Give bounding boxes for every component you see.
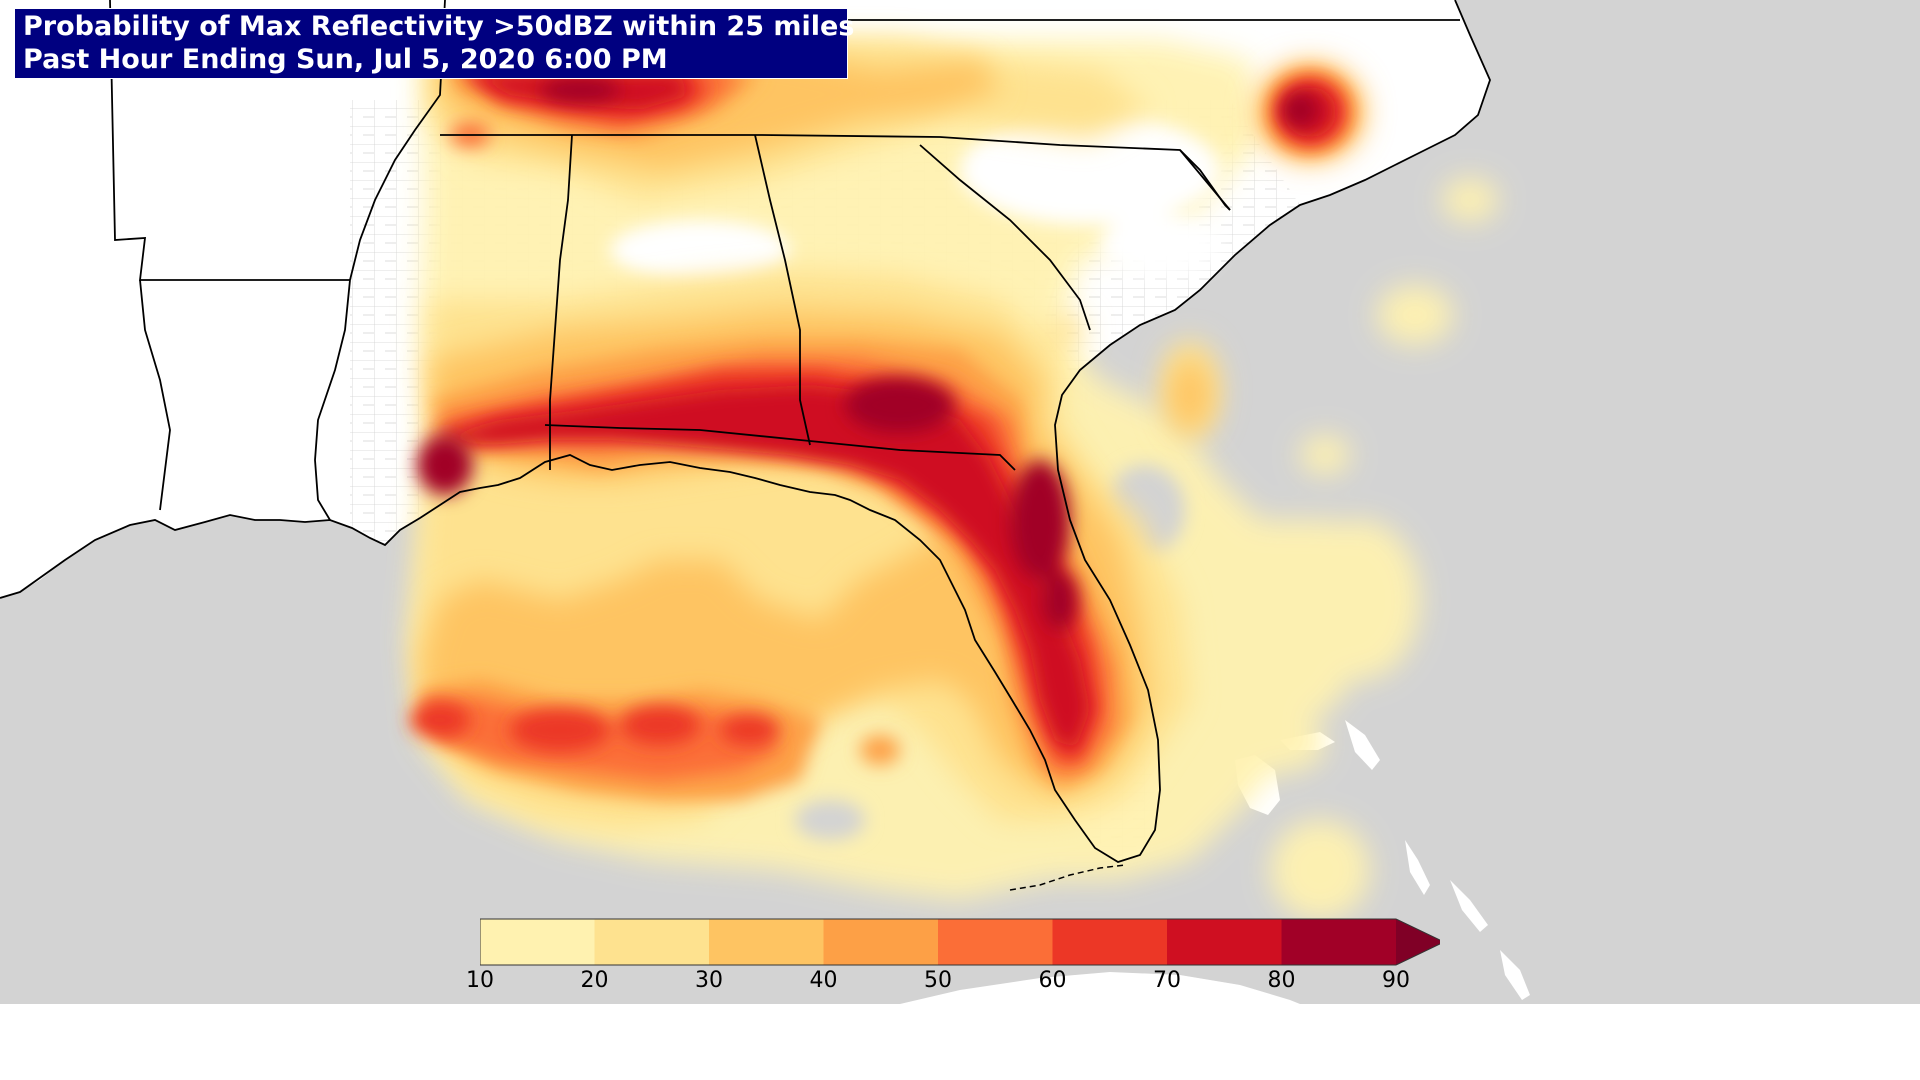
colorbar-bin-80-90	[1281, 919, 1397, 965]
border-al-ga	[754, 134, 811, 446]
border-ms-al	[549, 134, 573, 470]
colorbar-outline	[480, 918, 1440, 966]
florida-keys	[1009, 864, 1126, 891]
bahamas-abaco	[1345, 720, 1380, 770]
colorbar-tick-label: 40	[809, 968, 838, 993]
colorbar-bin-20-30	[594, 919, 710, 965]
bahamas-exuma	[1450, 880, 1488, 932]
colorbar-tick-label: 80	[1267, 968, 1296, 993]
colorbar-tick-label: 20	[580, 968, 609, 993]
colorbar-tick-label: 10	[466, 968, 494, 993]
colorbar-tick-label: 60	[1038, 968, 1067, 993]
map-frame[interactable]: Probability of Max Reflectivity >50dBZ w…	[0, 0, 1920, 1004]
cuba	[900, 972, 1300, 1004]
bahamas-eleuthera	[1405, 840, 1430, 895]
bahamas-south	[1500, 950, 1530, 1000]
border-la-south	[139, 279, 171, 511]
colorbar-bin-10-20	[480, 919, 595, 965]
state-borders	[0, 0, 1491, 863]
colorbar	[480, 918, 1440, 966]
title-line-1: Probability of Max Reflectivity >50dBZ w…	[23, 11, 855, 42]
colorbar-bin-40-50	[823, 919, 939, 965]
colorbar-bin-30-40	[709, 919, 824, 965]
gulf-coastline	[0, 0, 1491, 863]
border-nc-sc	[1179, 149, 1231, 211]
colorbar-tick-label: 30	[695, 968, 723, 993]
title-box: Probability of Max Reflectivity >50dBZ w…	[14, 8, 855, 79]
border-ga-sc	[919, 144, 1091, 331]
colorbar-bin-70-80	[1167, 919, 1282, 965]
border-ar-ms	[349, 0, 446, 281]
border-fl-north	[544, 424, 1016, 471]
border-ar-la	[109, 0, 350, 281]
border-la-ms	[314, 279, 351, 521]
colorbar-tick-label: 50	[924, 968, 952, 993]
colorbar-tick-label: 90	[1382, 968, 1410, 993]
colorbar-bin-50-60	[938, 919, 1053, 965]
colorbar-bin-60-70	[1052, 919, 1168, 965]
border-tn-south	[440, 134, 1231, 211]
colorbar-tick-label: 70	[1153, 968, 1181, 993]
map-canvas[interactable]	[0, 0, 1920, 1004]
title-line-2: Past Hour Ending Sun, Jul 5, 2020 6:00 P…	[23, 44, 668, 75]
colorbar-extend-arrow	[1396, 919, 1440, 965]
